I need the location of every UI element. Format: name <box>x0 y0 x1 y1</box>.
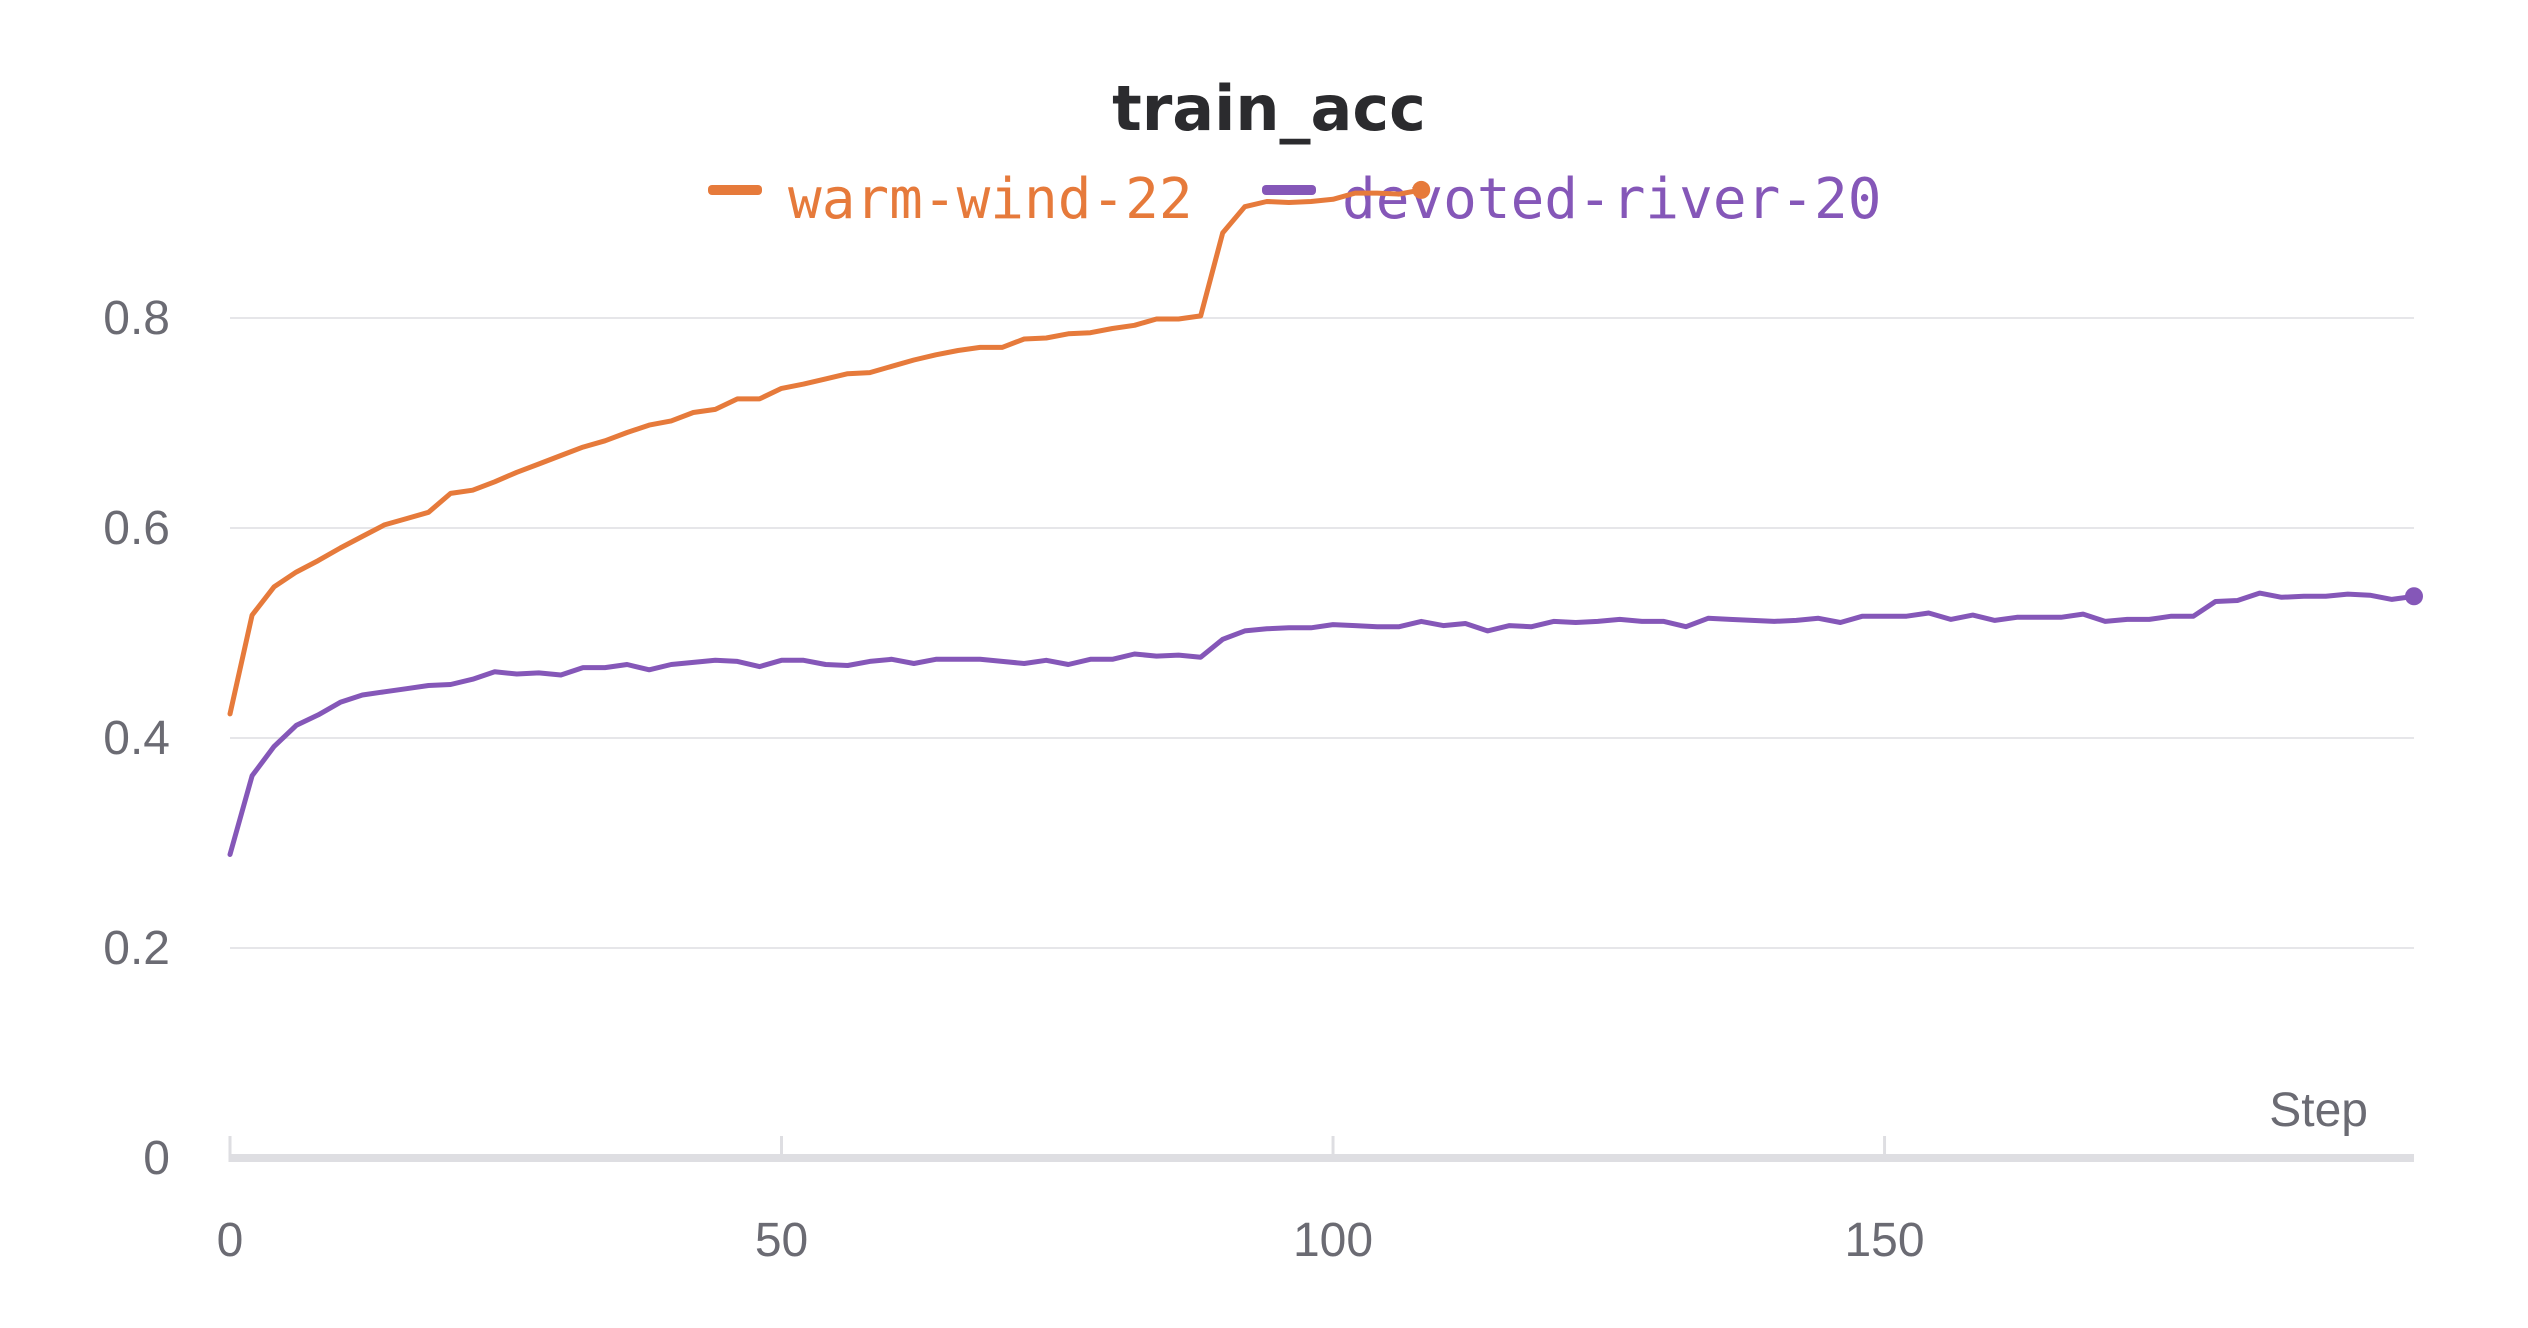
x-tick-label: 50 <box>755 1214 808 1267</box>
legend-item: warm-wind-22 <box>708 167 1193 232</box>
y-tick-label: 0.2 <box>103 922 170 975</box>
x-tick-label: 0 <box>217 1214 244 1267</box>
legend-item: devoted-river-20 <box>1262 167 1881 232</box>
series-line-warm-wind-22 <box>227 187 1424 717</box>
legend-label: warm-wind-22 <box>788 167 1193 232</box>
y-tick-label: 0 <box>143 1132 170 1185</box>
series-layer <box>227 180 2423 857</box>
series-end-point <box>2405 587 2423 606</box>
grid-lines <box>230 317 2414 949</box>
legend-label: devoted-river-20 <box>1342 167 1881 232</box>
x-tick-label: 100 <box>1293 1214 1373 1267</box>
y-axis: 0 0.2 0.4 0.6 0.8 <box>103 292 170 1185</box>
x-axis-label: Step <box>2269 1084 2368 1137</box>
series-line-devoted-river-20 <box>227 590 2417 857</box>
x-axis: 0 50 100 150 <box>217 1136 2414 1267</box>
legend: warm-wind-22 devoted-river-20 <box>708 167 1881 232</box>
x-tick-label: 150 <box>1844 1214 1924 1267</box>
y-tick-label: 0.8 <box>103 292 170 345</box>
y-tick-label: 0.4 <box>103 712 170 765</box>
series-end-point <box>1412 180 1431 199</box>
chart-title: train_acc <box>1112 72 1426 145</box>
legend-swatch <box>1262 185 1316 195</box>
y-tick-label: 0.6 <box>103 502 170 555</box>
legend-swatch <box>708 185 762 195</box>
